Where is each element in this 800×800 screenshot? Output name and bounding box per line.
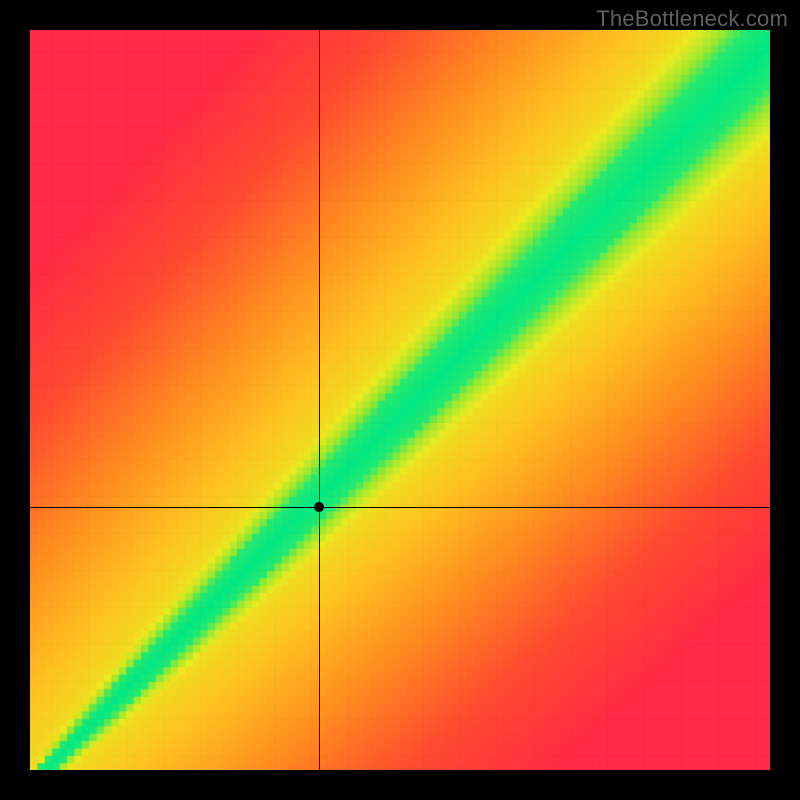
crosshair-marker-dot (314, 502, 324, 512)
bottleneck-heatmap (30, 30, 770, 770)
watermark-text: TheBottleneck.com (596, 6, 788, 32)
plot-area (30, 30, 770, 770)
crosshair-horizontal (30, 507, 770, 508)
crosshair-vertical (319, 30, 320, 770)
